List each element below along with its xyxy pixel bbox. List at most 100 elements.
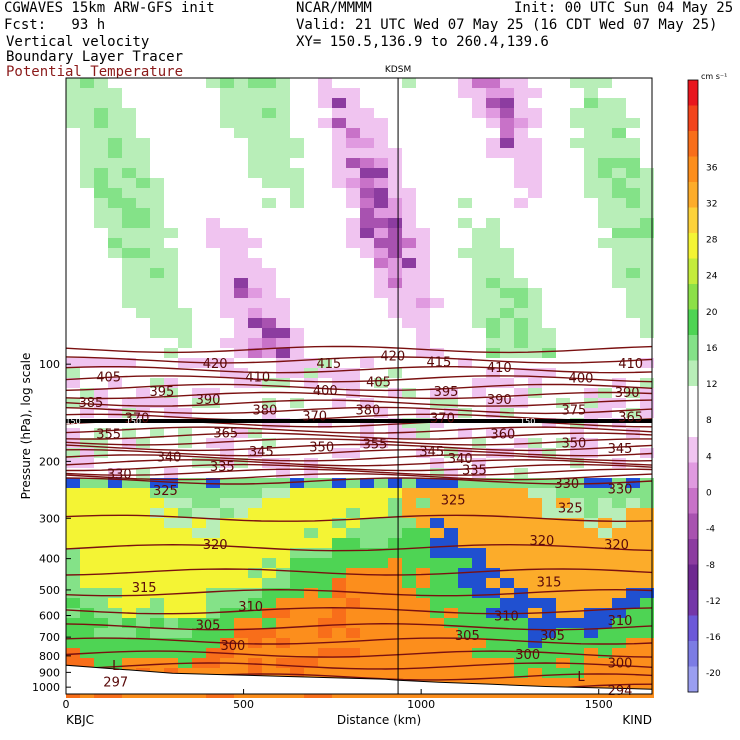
header-field-tracer: Boundary Layer Tracer bbox=[6, 49, 184, 65]
colorbar-tick-label: -8 bbox=[706, 561, 715, 571]
theta-contour-line bbox=[65, 588, 653, 597]
theta-contour-line bbox=[65, 406, 653, 415]
y-tick-label: 500 bbox=[39, 584, 60, 597]
theta-label: 320 bbox=[604, 538, 629, 553]
colorbar-swatch bbox=[688, 488, 698, 514]
theta-label: 300 bbox=[515, 648, 540, 663]
theta-contour-line bbox=[65, 426, 653, 434]
colorbar-swatch bbox=[688, 207, 698, 234]
header-xy: XY= 150.5,136.9 to 260.4,139.6 bbox=[296, 34, 549, 50]
colorbar-swatch bbox=[688, 615, 698, 642]
x-axis-title: Distance (km) bbox=[337, 713, 421, 727]
colorbar-tick-label: -20 bbox=[706, 669, 721, 679]
theta-contour-line bbox=[65, 472, 653, 481]
x-tick-label: 0 bbox=[63, 698, 70, 711]
colorbar-swatch bbox=[688, 309, 698, 336]
theta-label: 305 bbox=[540, 629, 565, 644]
theta-label: 415 bbox=[316, 357, 341, 372]
theta-label: 355 bbox=[96, 428, 121, 443]
theta-contour-line bbox=[65, 448, 653, 457]
theta-label: 320 bbox=[203, 538, 228, 553]
colorbar-tick-label: -4 bbox=[706, 525, 715, 535]
colorbar-swatch bbox=[688, 411, 698, 438]
colorbar-swatch bbox=[688, 513, 698, 540]
theta-label: 365 bbox=[618, 410, 643, 425]
theta-label: 420 bbox=[203, 357, 228, 372]
theta-label: 320 bbox=[529, 534, 554, 549]
y-tick-label: 400 bbox=[39, 553, 60, 566]
colorbar-tick-label: 12 bbox=[706, 380, 717, 390]
pressure-inline-label: 150 bbox=[126, 417, 141, 426]
colorbar-tick-label: -12 bbox=[706, 597, 721, 607]
colorbar-swatch bbox=[688, 641, 698, 667]
theta-label: 370 bbox=[302, 409, 327, 424]
theta-label: 365 bbox=[213, 427, 238, 442]
x-tick-label: 1000 bbox=[407, 698, 435, 711]
theta-label: 390 bbox=[196, 393, 221, 408]
theta-contour-line bbox=[65, 662, 653, 670]
theta-label: 350 bbox=[309, 441, 334, 456]
colorbar-tick-label: 28 bbox=[706, 236, 718, 246]
theta-label: 395 bbox=[434, 385, 459, 400]
theta-label: 300 bbox=[608, 657, 633, 672]
theta-label: 330 bbox=[608, 483, 633, 498]
pressure-inline-label: 150 bbox=[65, 417, 80, 426]
theta-label: 310 bbox=[238, 600, 263, 615]
theta-contour-line bbox=[65, 375, 653, 383]
theta-label: 395 bbox=[149, 385, 174, 400]
y-tick-label: 1000 bbox=[32, 681, 60, 694]
theta-label: 325 bbox=[153, 484, 178, 499]
theta-contour-line bbox=[65, 383, 653, 392]
theta-label: 305 bbox=[455, 629, 480, 644]
theta-label: 350 bbox=[561, 437, 586, 452]
theta-label: 385 bbox=[78, 396, 103, 411]
theta-contour-line bbox=[65, 637, 653, 645]
theta-contour-line bbox=[65, 468, 653, 476]
y-tick-label: 900 bbox=[39, 666, 60, 679]
theta-contour-line bbox=[65, 443, 653, 452]
theta-contour-line bbox=[65, 356, 653, 364]
theta-label: 305 bbox=[196, 619, 221, 634]
colorbar-swatch bbox=[688, 386, 698, 412]
theta-contour-line bbox=[65, 366, 653, 374]
theta-contour-line bbox=[65, 391, 653, 400]
y-tick-label: 300 bbox=[39, 512, 60, 525]
header-valid: Valid: 21 UTC Wed 07 May 25 (16 CDT Wed … bbox=[296, 17, 718, 33]
header-init: Init: 00 UTC Sun 04 May 25 bbox=[514, 0, 734, 16]
colorbar-swatch bbox=[688, 105, 698, 132]
colorbar-swatch bbox=[688, 80, 698, 106]
theta-label: 410 bbox=[245, 370, 270, 385]
colorbar-swatch bbox=[688, 182, 698, 208]
theta-label: 335 bbox=[462, 464, 487, 479]
theta-contour-line bbox=[65, 432, 653, 440]
theta-label: 405 bbox=[96, 370, 121, 385]
station-marker-label: KDSM bbox=[385, 65, 411, 75]
theta-label: 370 bbox=[125, 411, 150, 426]
theta-contour-line bbox=[65, 438, 652, 446]
theta-label: 325 bbox=[441, 493, 466, 508]
theta-contour-line bbox=[65, 345, 653, 354]
theta-label: 335 bbox=[210, 460, 235, 475]
colorbar-tick-label: -16 bbox=[706, 633, 721, 643]
colorbar-frame bbox=[687, 79, 699, 693]
theta-label: 400 bbox=[569, 372, 594, 387]
theta-contour-line bbox=[66, 463, 653, 472]
theta-label: 310 bbox=[608, 614, 633, 629]
left-station-label: KBJC bbox=[66, 713, 94, 727]
colorbar-swatch bbox=[688, 539, 698, 565]
y-tick-label: 800 bbox=[39, 650, 60, 663]
theta-label: 325 bbox=[558, 502, 583, 517]
theta-label: 415 bbox=[426, 355, 451, 370]
colorbar-swatch bbox=[688, 131, 698, 157]
pressure-inline-label: 150 bbox=[520, 417, 535, 426]
theta-contour-line bbox=[65, 543, 653, 552]
theta-contour-line bbox=[65, 477, 653, 485]
low-marker: L bbox=[112, 659, 120, 674]
y-tick-label: 700 bbox=[39, 631, 60, 644]
y-tick-label: 100 bbox=[39, 358, 60, 371]
colorbar-unit: cm s⁻¹ bbox=[701, 72, 727, 81]
colorbar-tick-label: 16 bbox=[706, 344, 718, 354]
y-axis-title: Pressure (hPa), log scale bbox=[19, 353, 33, 500]
theta-contour-line bbox=[65, 606, 653, 615]
